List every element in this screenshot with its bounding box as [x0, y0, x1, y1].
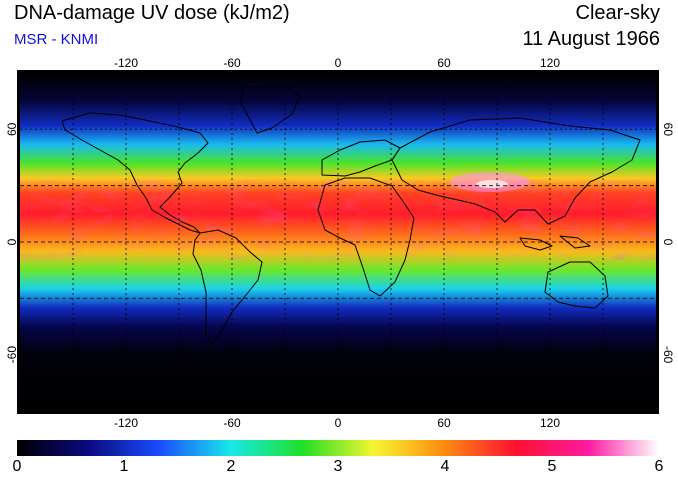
coast-australia	[544, 261, 609, 309]
coast-africa	[317, 177, 415, 297]
map-title: DNA-damage UV dose (kJ/m2)	[14, 2, 290, 24]
latitude-labels-left: 60 0 -60	[5, 122, 19, 363]
longitude-labels-bottom: -120 -60 0 60 120	[114, 416, 560, 430]
latitude-label: 0	[5, 238, 19, 245]
latitude-label: 0	[661, 239, 675, 246]
colorbar-tick-label: 3	[333, 458, 343, 475]
coast-indonesia	[519, 237, 553, 251]
latitude-labels-right: 60 0 -60	[661, 123, 675, 364]
frame-ticks	[17, 70, 659, 414]
uv-hotspot-core	[476, 180, 508, 188]
colorbar-tick-label: 6	[654, 458, 664, 475]
graticule	[20, 73, 656, 411]
colorbar-tick-label: 2	[226, 458, 236, 475]
longitude-label: 0	[335, 416, 342, 430]
sky-condition: Clear-sky	[575, 2, 660, 24]
map-date: 11 August 1966	[522, 28, 660, 50]
coast-north-america	[61, 112, 209, 234]
colorbar-tick-label: 4	[440, 458, 450, 475]
latitude-label: -60	[5, 346, 19, 364]
longitude-label: -60	[223, 56, 241, 70]
longitude-label: -60	[223, 416, 241, 430]
coast-greenland	[239, 85, 301, 134]
colorbar-tick-label: 5	[547, 458, 557, 475]
longitude-label: 120	[540, 56, 560, 70]
source-label: MSR - KNMI	[14, 31, 99, 48]
colorbar-tick-label: 1	[119, 458, 129, 475]
coast-antarctica	[19, 389, 657, 399]
coastlines	[19, 85, 657, 399]
longitude-label: 120	[540, 416, 560, 430]
longitude-label: 60	[437, 56, 451, 70]
longitude-labels-top: -120 -60 0 60 120	[114, 56, 560, 70]
latitude-label: -60	[661, 346, 675, 364]
colorbar-tick-label: 0	[12, 458, 22, 475]
colorbar	[17, 440, 659, 456]
longitude-label: 0	[335, 56, 342, 70]
coast-south-america	[192, 229, 263, 345]
longitude-label: -120	[114, 416, 138, 430]
latitude-label: 60	[5, 122, 19, 136]
longitude-label: -120	[114, 56, 138, 70]
coast-asia	[391, 117, 641, 225]
coast-new-guinea	[559, 235, 591, 249]
latitude-label: 60	[661, 123, 675, 137]
longitude-label: 60	[437, 416, 451, 430]
